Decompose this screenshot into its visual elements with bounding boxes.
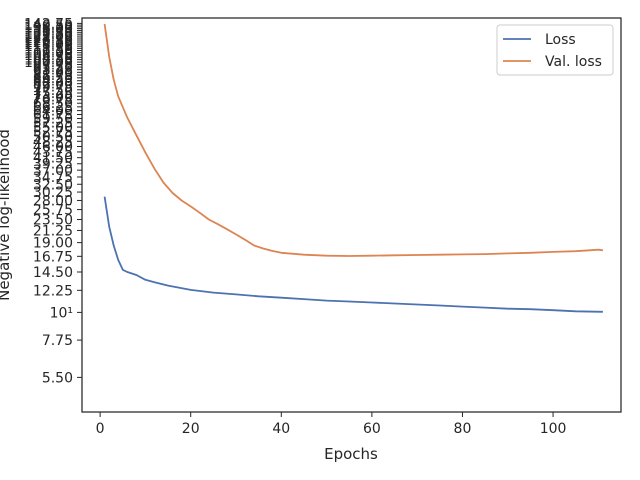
legend-box — [496, 24, 614, 76]
y-tick-label: 43.75 — [33, 145, 73, 161]
y-tick-label: 21.25 — [33, 223, 73, 239]
y-tick-label: 50.50 — [33, 129, 73, 145]
y-tick-label: 25.75 — [33, 203, 73, 219]
y-tick-label: 59.50 — [33, 112, 73, 128]
y-tick-label: 37.00 — [33, 163, 73, 179]
y-tick-label: 10¹ — [50, 305, 73, 321]
y-tick-label: 113.50 — [24, 41, 73, 57]
y-tick-label: 142.75 — [24, 16, 73, 32]
y-tick-label: 129.25 — [24, 27, 73, 43]
y-tick-label: 46.00 — [33, 139, 73, 155]
y-tick-label: 120.25 — [24, 35, 73, 51]
x-axis: 0 20 40 60 80 100 — [96, 412, 567, 437]
y-tick-label: 52.75 — [33, 125, 73, 141]
y-tick-label: 5.50 — [42, 370, 73, 386]
y-tick-label: 57.25 — [33, 116, 73, 132]
y-tick-label: 12.25 — [33, 283, 73, 299]
series-line-1 — [103, 23, 604, 257]
y-tick-label: 133.75 — [24, 23, 73, 39]
x-tick-label: 60 — [363, 421, 381, 437]
y-tick-label: 118.00 — [24, 37, 73, 53]
y-tick-label: 97.75 — [33, 58, 73, 74]
y-tick-label: 68.50 — [33, 96, 73, 112]
y-tick-label: 34.75 — [33, 170, 73, 186]
y-tick-label: 28.00 — [33, 193, 73, 209]
y-tick-label: 140.50 — [24, 18, 73, 34]
x-axis-label: Epochs — [324, 445, 378, 463]
legend-label: Val. loss — [545, 54, 602, 70]
plot-area — [81, 17, 622, 413]
y-tick-label: 84.25 — [33, 74, 73, 90]
y-tick-label: 70.75 — [33, 93, 73, 109]
legend-label: Loss — [545, 32, 576, 48]
y-tick-label: 138.25 — [24, 20, 73, 36]
y-tick-label: 61.75 — [33, 107, 73, 123]
y-tick-label: 39.25 — [33, 157, 73, 173]
x-tick-label: 100 — [540, 421, 567, 437]
y-tick-label: 131.50 — [24, 25, 73, 41]
x-tick-label: 20 — [182, 421, 200, 437]
y-tick-label: 82.00 — [33, 77, 73, 93]
y-tick-label: 124.75 — [24, 31, 73, 47]
y-tick-label: 16.75 — [33, 249, 73, 265]
y-tick-label: 91.00 — [33, 65, 73, 81]
y-tick-label: 104.50 — [24, 50, 73, 66]
y-tick-label: 115.75 — [24, 39, 73, 55]
y-tick-label: 19.00 — [33, 236, 73, 252]
plot-frame — [81, 17, 622, 413]
series-layer — [103, 23, 604, 313]
x-tick-label: 80 — [454, 421, 472, 437]
y-tick-label: 100.00 — [24, 55, 73, 71]
y-tick-label: 122.50 — [24, 33, 73, 49]
y-tick-label: 79.75 — [33, 80, 73, 96]
y-tick-label: 88.75 — [33, 68, 73, 84]
y-tick-label: 77.50 — [33, 83, 73, 99]
y-tick-label: 106.75 — [24, 48, 73, 64]
y-tick-label: 86.50 — [33, 71, 73, 87]
series-line-0 — [103, 196, 603, 313]
y-tick-label: 48.25 — [33, 134, 73, 150]
x-tick-label: 0 — [96, 421, 105, 437]
y-tick-label: 55.00 — [33, 120, 73, 136]
y-axis-label: Negative log-likelihood — [0, 129, 13, 301]
y-tick-label: 7.75 — [42, 333, 73, 349]
y-tick-label: 73.00 — [33, 89, 73, 105]
y-tick-label: 66.25 — [33, 100, 73, 116]
y-tick-label: 136.00 — [24, 22, 73, 38]
y-tick-label: 127.00 — [24, 29, 73, 45]
y-tick-label: 23.50 — [33, 213, 73, 229]
y-tick-label: 32.50 — [33, 177, 73, 193]
legend: Loss Val. loss — [496, 24, 614, 76]
y-tick-label: 30.25 — [33, 185, 73, 201]
x-tick-label: 40 — [272, 421, 290, 437]
y-tick-label: 14.50 — [33, 265, 73, 281]
y-tick-label: 93.25 — [33, 63, 73, 79]
y-tick-label: 95.50 — [33, 60, 73, 76]
y-tick-label: 109.00 — [24, 46, 73, 62]
y-tick-label: 102.25 — [24, 53, 73, 69]
y-tick-label: 64.00 — [33, 104, 73, 120]
y-tick-label: 75.25 — [33, 86, 73, 102]
y-tick-label: 111.25 — [24, 43, 73, 59]
y-tick-label: 41.50 — [33, 151, 73, 167]
y-axis: 5.50 7.75 10¹ 12.25 14.5016.7519.0021.2523.5… — [24, 16, 82, 386]
